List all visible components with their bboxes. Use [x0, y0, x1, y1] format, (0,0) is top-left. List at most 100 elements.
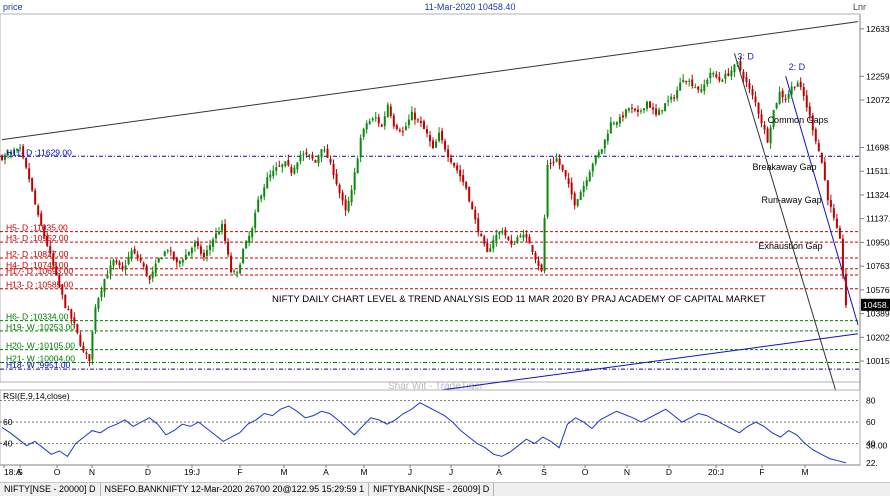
- candle-body: [67, 309, 70, 311]
- candle-body: [205, 250, 208, 256]
- candle-body: [763, 124, 766, 130]
- candle-body: [736, 61, 739, 65]
- candle-body: [498, 232, 501, 235]
- candle-body: [356, 158, 359, 174]
- candle-body: [40, 213, 43, 226]
- last-price-label: 10458.: [863, 300, 889, 310]
- candle-body: [667, 100, 670, 102]
- candle-body: [579, 191, 582, 200]
- time-tick-label: F: [237, 467, 242, 477]
- price-tick-label: 10202.: [866, 332, 890, 342]
- candle-body: [284, 161, 287, 167]
- candle-body: [691, 79, 694, 87]
- price-tick-label: 12259.: [866, 71, 890, 81]
- candle-body: [462, 175, 465, 183]
- candle-body: [528, 236, 531, 244]
- status-item-nifty[interactable]: NIFTY[NSE - 20000] D: [0, 483, 101, 496]
- candle-body: [432, 140, 435, 149]
- candle-body: [308, 154, 311, 156]
- candle-body: [221, 223, 224, 231]
- candle-body: [362, 128, 365, 137]
- rsi-series-line: [1, 402, 847, 464]
- candle-body: [329, 159, 332, 163]
- candle-body: [465, 181, 468, 189]
- candle-body: [555, 158, 558, 162]
- time-tick-label: M: [280, 467, 287, 477]
- rsi-pane[interactable]: [0, 389, 861, 466]
- candle-body: [1, 155, 3, 160]
- time-tick-label: M: [801, 467, 808, 477]
- candle-body: [341, 192, 344, 201]
- candle-body: [471, 202, 474, 209]
- candle-body: [576, 199, 579, 206]
- price-tick-label: 12633.: [866, 24, 890, 34]
- candle-body: [679, 82, 682, 91]
- candle-body: [483, 236, 486, 244]
- candle-body: [739, 60, 742, 71]
- candle-body: [591, 163, 594, 172]
- candle-body: [516, 237, 519, 243]
- candle-body: [193, 242, 196, 247]
- time-tick-label: N: [624, 467, 630, 477]
- candle-body: [368, 121, 371, 124]
- candle-body: [805, 95, 808, 108]
- candle-body: [109, 265, 112, 274]
- candle-body: [808, 106, 811, 116]
- status-item-banknifty-fo[interactable]: NSEFO.BANKNIFTY 12-Mar-2020 26700 20@122…: [101, 483, 370, 496]
- candle-body: [257, 199, 260, 212]
- rsi-tick-label: 40: [866, 439, 876, 449]
- price-tick-label: 11698.: [866, 142, 890, 152]
- price-tick-label: 10015.: [866, 356, 890, 366]
- chart-canvas: price 11-Mar-2020 10458.40 Lnr Shar Wit …: [0, 2, 890, 477]
- candle-body: [91, 331, 94, 360]
- candle-body: [835, 218, 838, 228]
- candle-body: [163, 251, 166, 256]
- candle-body: [447, 149, 450, 158]
- candle-body: [166, 250, 169, 252]
- candle-body: [618, 116, 621, 124]
- candle-body: [495, 234, 498, 241]
- candle-body: [477, 218, 480, 233]
- status-item-niftybank[interactable]: NIFTYBANK[NSE - 26009] D: [369, 483, 495, 496]
- candle-body: [416, 119, 419, 121]
- rsi-tick-label: 80: [866, 396, 876, 406]
- time-tick-label: N: [89, 467, 95, 477]
- candle-body: [139, 258, 142, 262]
- trendline: [1, 21, 859, 141]
- candle-body: [338, 184, 341, 194]
- candle-body: [413, 112, 416, 120]
- candle-body: [633, 108, 636, 111]
- annotation: Breakaway Gap: [753, 162, 817, 172]
- candle-body: [142, 262, 145, 267]
- candle-body: [28, 168, 31, 180]
- candle-body: [459, 169, 462, 177]
- candle-body: [796, 83, 799, 87]
- candle-body: [254, 212, 257, 229]
- rsi-line: [0, 400, 860, 464]
- rsi-tick-label: 38.00: [866, 441, 888, 451]
- candle-body: [600, 149, 603, 154]
- time-tick-label: A: [496, 467, 502, 477]
- candle-body: [658, 109, 661, 116]
- candle-body: [435, 141, 438, 148]
- candle-body: [504, 229, 507, 236]
- candle-body: [323, 150, 326, 152]
- candle-body: [549, 162, 552, 164]
- candle-body: [724, 73, 727, 79]
- candle-body: [359, 137, 362, 158]
- annotation: 2: D: [789, 62, 806, 72]
- candle-body: [272, 170, 275, 177]
- candle-body: [543, 218, 546, 272]
- candle-body: [525, 234, 528, 238]
- candle-body: [52, 253, 55, 266]
- candle-body: [715, 74, 718, 78]
- candle-body: [145, 265, 148, 276]
- candle-body: [709, 72, 712, 79]
- candle-body: [317, 155, 320, 164]
- candle-body: [16, 148, 19, 151]
- candle-body: [754, 96, 757, 103]
- candle-body: [778, 91, 781, 104]
- candle-body: [136, 254, 139, 259]
